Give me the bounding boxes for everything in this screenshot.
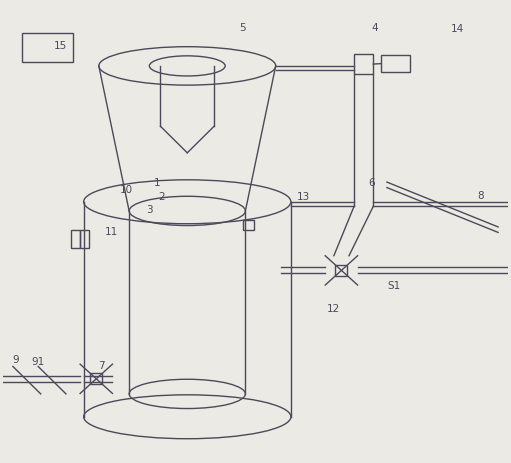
Text: S1: S1 — [388, 282, 401, 291]
Bar — [354, 55, 373, 74]
Bar — [71, 230, 80, 248]
Text: 10: 10 — [120, 185, 133, 195]
Bar — [381, 55, 410, 72]
Bar — [80, 230, 89, 248]
Text: 5: 5 — [240, 23, 246, 33]
Text: 13: 13 — [297, 192, 310, 202]
Text: 6: 6 — [368, 178, 375, 188]
Text: 3: 3 — [146, 205, 153, 214]
Text: 15: 15 — [54, 41, 67, 51]
Text: 91: 91 — [32, 357, 45, 367]
Text: 2: 2 — [159, 192, 165, 202]
Text: 1: 1 — [154, 178, 160, 188]
Bar — [243, 220, 254, 230]
Text: 4: 4 — [371, 23, 378, 33]
Text: 8: 8 — [477, 191, 484, 201]
Text: 11: 11 — [105, 226, 118, 237]
Text: 14: 14 — [451, 25, 464, 34]
Bar — [22, 32, 73, 62]
Text: 7: 7 — [98, 362, 105, 371]
Bar — [90, 373, 102, 384]
Text: 12: 12 — [327, 304, 340, 314]
Text: 9: 9 — [12, 355, 19, 364]
Bar — [335, 265, 347, 276]
